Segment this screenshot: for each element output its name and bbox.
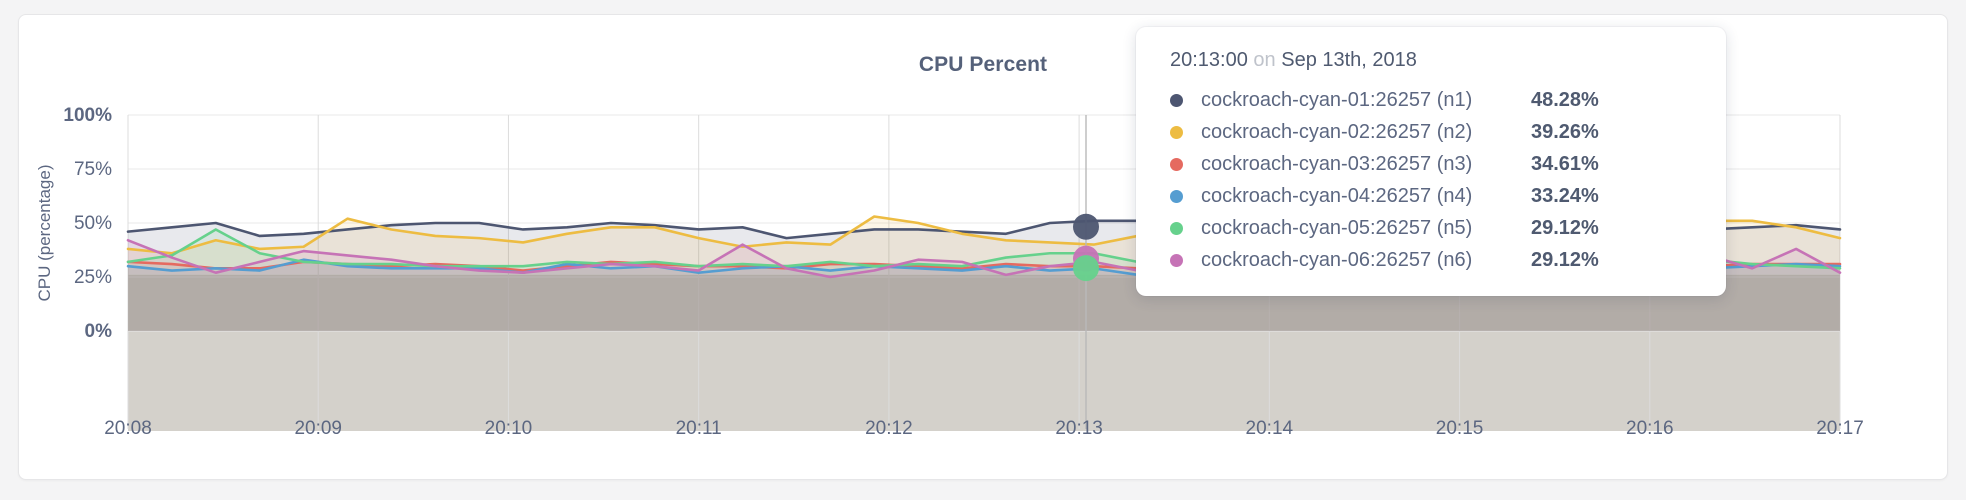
x-axis-tick-label: 20:12 <box>865 418 913 439</box>
tooltip-series-value: 29.12% <box>1531 216 1599 239</box>
tooltip-time: 20:13:00 <box>1170 49 1248 71</box>
series-color-dot-icon <box>1170 253 1183 267</box>
tooltip-series-label: cockroach-cyan-04:26257 (n4) <box>1201 184 1473 207</box>
y-axis-title: CPU (percentage) <box>35 164 54 301</box>
series-area <box>128 231 1840 331</box>
page-title: CPU Percent <box>918 53 1048 76</box>
x-axis-tick-label: 20:09 <box>294 418 342 439</box>
tooltip-series-label: cockroach-cyan-06:26257 (n6) <box>1201 248 1473 271</box>
series-color-dot-icon <box>1170 125 1183 139</box>
series-color-dot-icon <box>1170 157 1183 171</box>
x-axis-tick-label: 20:17 <box>1816 418 1864 439</box>
tooltip-series-value: 33.24% <box>1531 184 1599 207</box>
tooltip-series-row: cockroach-cyan-01:26257 (n1) 48.28% <box>1170 84 1692 116</box>
x-axis-tick-label: 20:11 <box>676 418 722 439</box>
y-axis-tick-label: 25% <box>74 267 112 288</box>
x-axis-tick-label: 20:08 <box>104 418 152 439</box>
y-axis-tick-label: 0% <box>85 321 113 342</box>
tooltip-series-label: cockroach-cyan-01:26257 (n1) <box>1201 88 1473 111</box>
hover-marker <box>1073 255 1099 282</box>
tooltip-series-label: cockroach-cyan-03:26257 (n3) <box>1201 152 1473 175</box>
tooltip-series-row: cockroach-cyan-06:26257 (n6) 29.12% <box>1170 244 1692 276</box>
series-area <box>128 229 1840 331</box>
tooltip-series-value: 34.61% <box>1531 152 1599 175</box>
tooltip-series-value: 39.26% <box>1531 120 1599 143</box>
hover-tooltip: 20:13:00 on Sep 13th, 2018 cockroach-cya… <box>1136 27 1726 296</box>
x-axis-tick-label: 20:16 <box>1626 418 1674 439</box>
tooltip-series-value: 48.28% <box>1531 88 1599 111</box>
y-axis-tick-label: 50% <box>74 213 112 234</box>
tooltip-series-row: cockroach-cyan-04:26257 (n4) 33.24% <box>1170 180 1692 212</box>
tooltip-series-row: cockroach-cyan-05:26257 (n5) 29.12% <box>1170 212 1692 244</box>
x-axis-tick-label: 20:14 <box>1246 418 1294 439</box>
tooltip-series-label: cockroach-cyan-02:26257 (n2) <box>1201 120 1473 143</box>
x-axis-tick-label: 20:13 <box>1055 418 1103 439</box>
tooltip-series-label: cockroach-cyan-05:26257 (n5) <box>1201 216 1473 239</box>
y-axis-tick-label: 75% <box>74 159 112 180</box>
series-color-dot-icon <box>1170 93 1183 107</box>
series-color-dot-icon <box>1170 221 1183 235</box>
tooltip-series-value: 29.12% <box>1531 248 1599 271</box>
x-axis-tick-label: 20:10 <box>485 418 533 439</box>
tooltip-series-row: cockroach-cyan-02:26257 (n2) 39.26% <box>1170 116 1692 148</box>
tooltip-date: Sep 13th, 2018 <box>1281 49 1417 71</box>
y-axis-tick-label: 100% <box>63 105 112 126</box>
tooltip-on-word: on <box>1253 49 1276 71</box>
tooltip-series-list: cockroach-cyan-01:26257 (n1) 48.28% cockro… <box>1170 84 1692 276</box>
tooltip-series-row: cockroach-cyan-03:26257 (n3) 34.61% <box>1170 148 1692 180</box>
series-color-dot-icon <box>1170 189 1183 203</box>
hover-marker <box>1073 213 1099 240</box>
x-axis-tick-label: 20:15 <box>1436 418 1484 439</box>
tooltip-header: 20:13:00 on Sep 13th, 2018 <box>1170 49 1692 72</box>
